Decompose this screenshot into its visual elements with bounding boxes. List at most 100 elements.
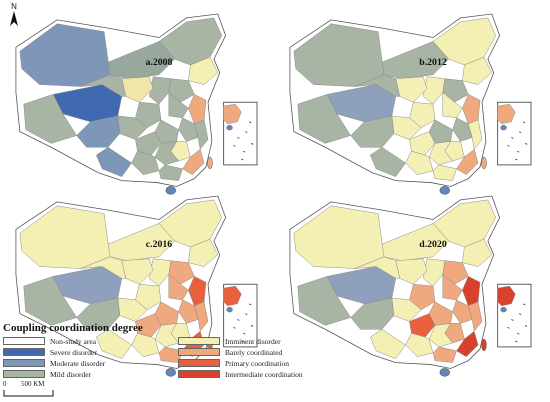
north-arrow-icon (10, 11, 18, 26)
scale-bar: 0 500 KM (3, 380, 83, 400)
province-region-7 (422, 76, 446, 105)
province-region-25 (80, 256, 126, 279)
hainan-island (165, 186, 176, 195)
inset-dash-5 (250, 325, 254, 327)
inset-dash-3 (507, 326, 510, 329)
inset-dash-2 (245, 313, 248, 315)
legend-label: Intermediate coordination (225, 369, 303, 379)
inset-dash-3 (233, 326, 236, 329)
inset-dash-4 (517, 332, 520, 335)
inset-island (226, 307, 233, 313)
province-region-24 (95, 328, 132, 359)
south-sea-inset (497, 101, 532, 166)
province-region-5 (188, 238, 219, 267)
legend-swatch (178, 359, 220, 367)
hainan-island (165, 368, 176, 377)
panel-title-4: d.2020 (419, 239, 447, 250)
province-region-24 (369, 146, 406, 177)
province-region-18 (193, 119, 209, 150)
province-region-24 (369, 328, 406, 359)
province-region-12 (168, 91, 189, 119)
inset-island (500, 125, 507, 131)
province-region-19 (456, 148, 479, 176)
legend-label: Severe disorder (50, 347, 97, 357)
map-panel-1: a.2008 (15, 13, 258, 195)
province-region-24 (95, 146, 132, 177)
inset-dash-6 (241, 158, 244, 161)
hainan-island (439, 186, 450, 195)
south-sea-inset (223, 283, 258, 348)
inset-dash-7 (248, 303, 252, 306)
inset-coast (497, 285, 516, 306)
south-sea-inset (223, 101, 258, 166)
taiwan-island (207, 156, 213, 170)
legend-swatch (3, 370, 45, 378)
province-region-3 (19, 205, 111, 269)
inset-dash-1 (511, 319, 514, 321)
inset-dash-1 (237, 137, 240, 139)
legend-swatch (178, 348, 220, 356)
taiwan-island (481, 338, 487, 352)
inset-dash-1 (511, 137, 514, 139)
province-region-9 (409, 283, 436, 310)
legend-label: Primary coordination (225, 358, 289, 368)
inset-dash-1 (237, 319, 240, 321)
legend-swatch (178, 370, 220, 378)
legend-label: Non-study area (50, 336, 97, 346)
province-region-19 (456, 330, 479, 358)
province-region-25 (354, 256, 400, 279)
province-region-16 (409, 131, 436, 156)
province-region-22 (76, 115, 121, 148)
province-region-5 (462, 56, 493, 85)
panel-title-2: b.2012 (419, 57, 447, 68)
scale-start-label: 0 (3, 380, 7, 388)
province-region-12 (168, 273, 189, 301)
province-region-12 (442, 273, 463, 301)
province-region-16 (135, 313, 162, 338)
province-region-7 (148, 258, 172, 287)
inset-dash-4 (243, 150, 246, 153)
province-region-18 (193, 301, 209, 332)
taiwan-island (481, 156, 487, 170)
inset-island (226, 125, 233, 131)
inset-coast (223, 103, 242, 124)
south-sea-inset (497, 283, 532, 348)
legend-swatch (3, 348, 45, 356)
province-region-18 (467, 301, 483, 332)
scale-end-label: 500 KM (21, 380, 45, 388)
map-panel-2: b.2012 (289, 13, 532, 195)
legend-item: Severe disorder (3, 347, 97, 357)
province-region-13 (178, 299, 199, 324)
province-region-23 (158, 164, 183, 181)
province-region-13 (452, 117, 473, 142)
inset-dash-6 (515, 340, 518, 343)
inset-dash-2 (245, 131, 248, 133)
panel-title-3: c.2016 (146, 239, 172, 250)
legend-item: Moderate disorder (3, 358, 105, 368)
inset-dash-4 (517, 150, 520, 153)
inset-dash-7 (522, 303, 526, 306)
province-region-13 (178, 117, 199, 142)
legend-item: Mild disorder (3, 369, 91, 379)
legend-label: Moderate disorder (50, 358, 106, 368)
province-region-7 (422, 258, 446, 287)
panel-title-1: a.2008 (146, 57, 173, 68)
legend-title: Coupling coordination degree (3, 322, 143, 334)
province-region-22 (350, 115, 395, 148)
hainan-island (439, 368, 450, 377)
inset-dash-7 (522, 121, 526, 124)
province-region-16 (135, 131, 162, 156)
legend-label: Imminent disorder (225, 336, 281, 346)
inset-dash-4 (243, 332, 246, 335)
province-region-1 (432, 17, 496, 66)
legend-label: Mild disorder (50, 369, 92, 379)
inset-dash-5 (524, 143, 528, 145)
inset-dash-5 (524, 325, 528, 327)
map-panel-3: c.2016 (15, 195, 258, 377)
inset-dash-5 (250, 143, 254, 145)
province-region-9 (409, 101, 436, 128)
province-region-19 (182, 148, 205, 176)
inset-dash-3 (233, 144, 236, 147)
province-region-1 (158, 17, 222, 66)
